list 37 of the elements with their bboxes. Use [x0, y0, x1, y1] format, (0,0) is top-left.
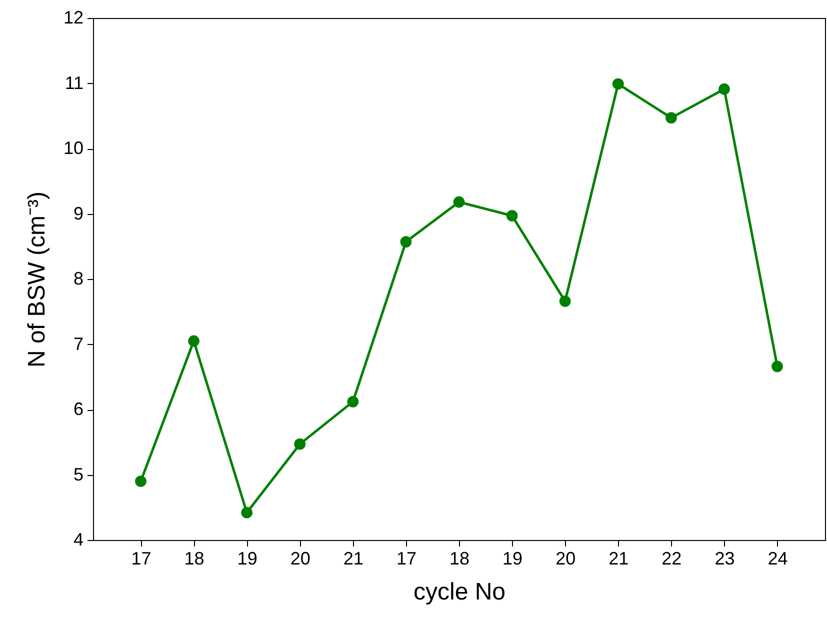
y-tick-label: 7: [73, 334, 84, 354]
y-tick-label: 5: [73, 464, 84, 484]
y-axis-title: N of BSW (cm⁻³): [23, 192, 50, 368]
x-tick-label: 19: [502, 548, 523, 568]
y-tick-label: 6: [73, 399, 84, 419]
point: [241, 506, 253, 518]
x-tick-label: 17: [396, 548, 416, 568]
y-tick-label: 12: [63, 8, 84, 28]
x-tick-label: 24: [768, 548, 788, 568]
x-tick-label: 20: [290, 548, 310, 568]
y-tick-label: 11: [64, 72, 84, 93]
point: [453, 196, 465, 208]
x-tick-label: 21: [608, 548, 629, 568]
point: [294, 438, 306, 450]
y-tick-label: 9: [73, 203, 84, 224]
y-tick-label: 8: [73, 268, 84, 288]
x-tick-label: 21: [343, 548, 364, 568]
point: [612, 78, 624, 90]
y-tick-label: 10: [63, 138, 84, 158]
x-axis-title: cycle No: [413, 578, 506, 606]
point: [772, 360, 783, 372]
point: [400, 236, 412, 248]
point: [188, 335, 200, 347]
point: [718, 83, 730, 95]
point: [506, 210, 518, 222]
x-tick-label: 20: [556, 548, 576, 568]
x-tick-label: 18: [449, 548, 470, 568]
x-tick-label: 22: [662, 548, 682, 568]
x-tick-label: 19: [237, 548, 258, 568]
point: [135, 476, 146, 487]
point: [559, 295, 571, 307]
point: [347, 396, 359, 408]
point: [665, 112, 677, 124]
x-tick-label: 18: [184, 548, 204, 568]
x-tick-label: 17: [131, 548, 152, 568]
x-tick-label: 23: [714, 548, 735, 568]
y-tick-label: 4: [73, 530, 84, 550]
